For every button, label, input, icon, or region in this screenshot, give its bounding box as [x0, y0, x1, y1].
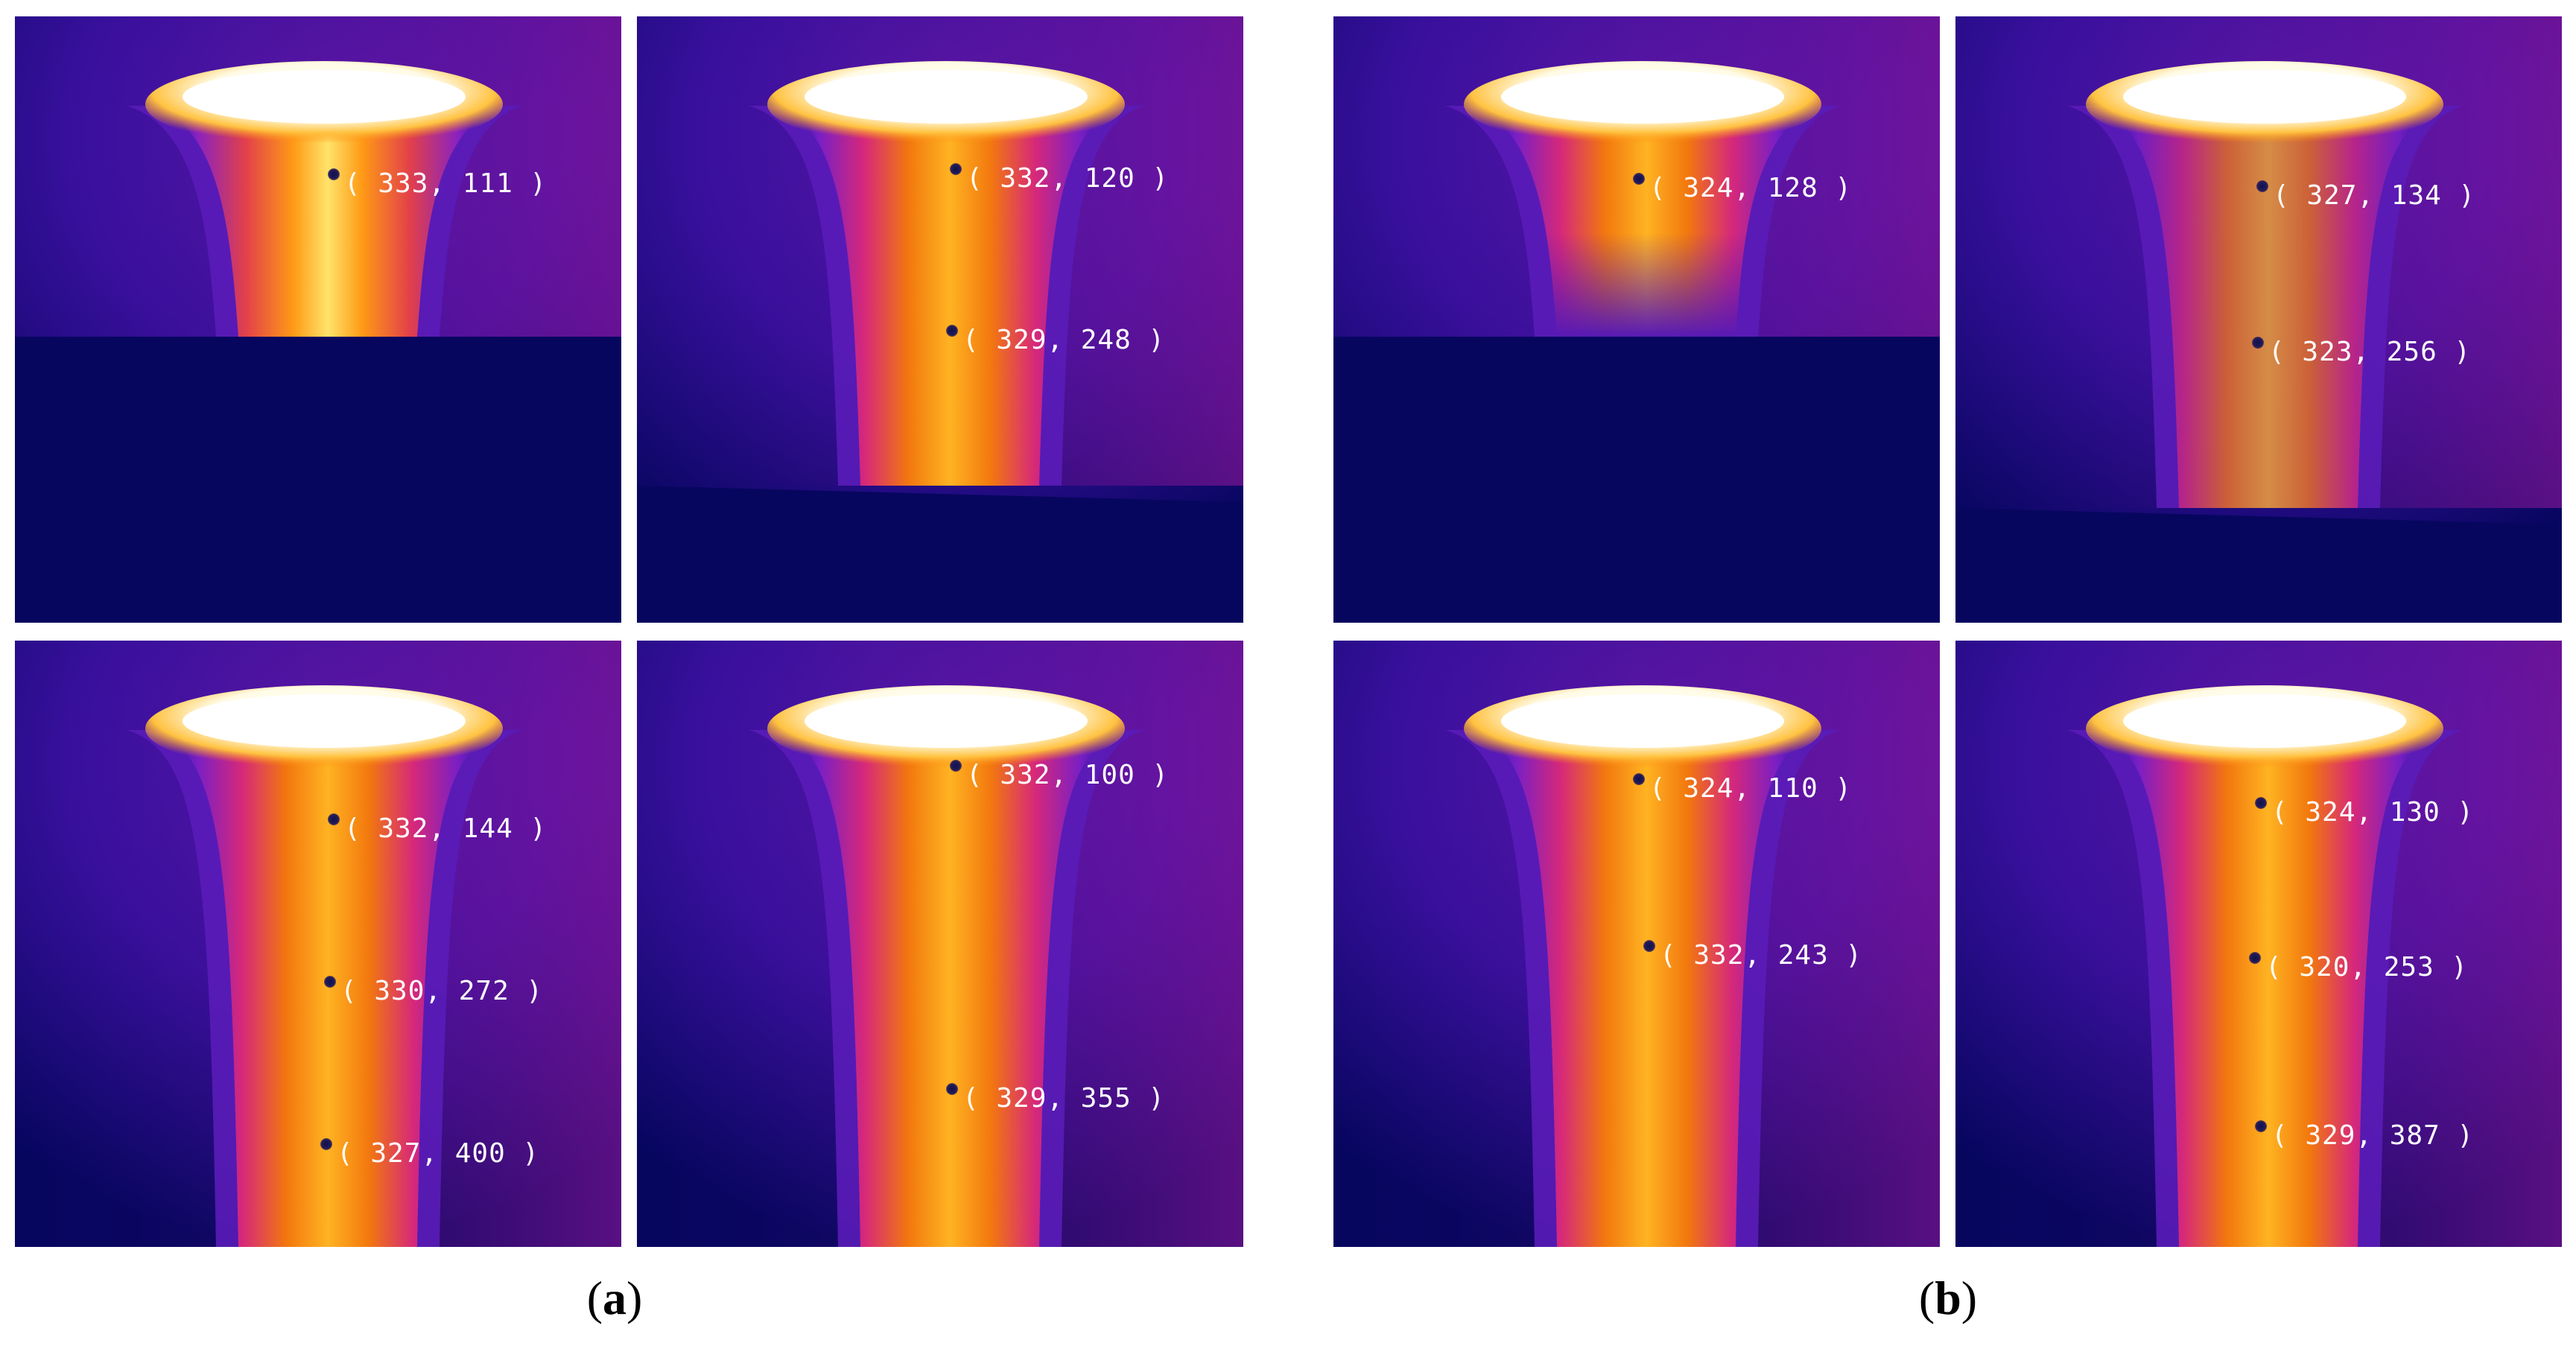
measurement-point-marker [2255, 797, 2267, 809]
thermal-panel-a-bottom-left: ( 332, 144 ) ( 330, 272 ) ( 327, 400 ) [15, 641, 621, 1247]
coordinate-label: ( 324, 130 ) [2271, 797, 2475, 828]
measurement-point-marker [1643, 940, 1655, 952]
measurement-point-marker [946, 1083, 958, 1095]
coordinate-label: ( 332, 144 ) [344, 813, 548, 844]
measurement-point-marker [2252, 337, 2264, 349]
thermal-panel-a-bottom-right: ( 332, 100 ) ( 329, 355 ) [637, 641, 1243, 1247]
measurement-point-marker [2256, 180, 2268, 192]
coordinate-label: ( 332, 120 ) [966, 163, 1170, 194]
coordinate-label: ( 324, 110 ) [1649, 773, 1853, 804]
measurement-point-marker [2255, 1120, 2267, 1132]
thermal-panel-b-bottom-left: ( 324, 110 ) ( 332, 243 ) [1333, 641, 1940, 1247]
measurement-point-marker [1633, 173, 1645, 185]
group-label-b: (b) [1918, 1272, 1978, 1324]
measurement-point-marker [328, 813, 340, 825]
measurement-point-marker [2249, 952, 2261, 964]
measurement-point-marker [320, 1138, 332, 1150]
measurement-point-marker [950, 163, 962, 175]
thermal-panel-b-bottom-right: ( 324, 130 ) ( 320, 253 ) ( 329, 387 ) [1955, 641, 2562, 1247]
coordinate-label: ( 329, 387 ) [2271, 1120, 2475, 1151]
coordinate-label: ( 330, 272 ) [340, 976, 544, 1006]
thermal-panel-a-top-left: ( 333, 111 ) [15, 16, 621, 623]
measurement-point-marker [1633, 773, 1645, 785]
coordinate-label: ( 333, 111 ) [344, 168, 548, 199]
measurement-point-marker [324, 976, 336, 988]
coordinate-label: ( 329, 248 ) [962, 325, 1166, 355]
coordinate-label: ( 332, 100 ) [966, 760, 1170, 790]
measurement-point-marker [950, 760, 962, 772]
coordinate-label: ( 320, 253 ) [2265, 952, 2469, 982]
coordinate-label: ( 332, 243 ) [1660, 940, 1863, 971]
group-label-a: (a) [586, 1272, 643, 1324]
thermal-panel-a-top-right: ( 332, 120 ) ( 329, 248 ) [637, 16, 1243, 623]
measurement-point-marker [946, 325, 958, 337]
coordinate-label: ( 324, 128 ) [1649, 173, 1853, 203]
coordinate-label: ( 327, 134 ) [2273, 180, 2476, 211]
thermal-panel-b-top-right: ( 327, 134 ) ( 323, 256 ) [1955, 16, 2562, 623]
thermal-panel-b-top-left: ( 324, 128 ) [1333, 16, 1940, 623]
coordinate-label: ( 329, 355 ) [962, 1083, 1166, 1114]
measurement-point-marker [328, 168, 340, 180]
coordinate-label: ( 327, 400 ) [337, 1138, 540, 1169]
coordinate-label: ( 323, 256 ) [2268, 337, 2472, 367]
